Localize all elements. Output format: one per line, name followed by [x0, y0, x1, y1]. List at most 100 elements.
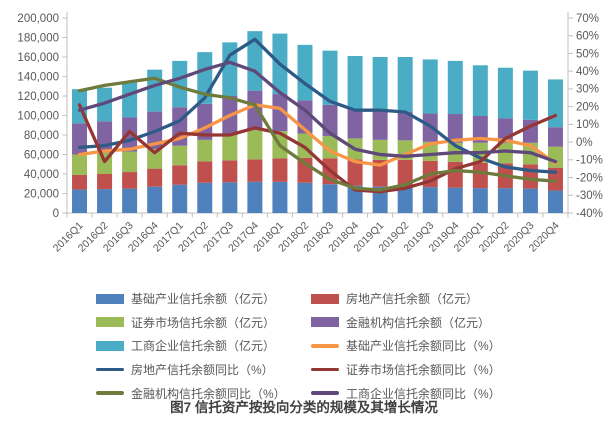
legend-label: 基础产业信托余额同比（%） [346, 339, 501, 354]
legend-item: 工商企业信托余额（亿元） [96, 334, 311, 358]
left-axis-tick-label: 160,000 [17, 52, 59, 64]
bar-segment [197, 139, 213, 162]
bar-segment [297, 182, 313, 213]
legend-bar-swatch-icon [96, 293, 124, 304]
bar-segment [397, 111, 413, 141]
bar-segment [147, 69, 163, 112]
figure-caption: 图7 信托资产按投向分类的规模及其增长情况 [170, 400, 438, 415]
bar-segment [497, 67, 513, 119]
bar-segment [222, 42, 238, 96]
bar-segment [447, 187, 463, 213]
legend-label: 证券市场信托余额同比（%） [346, 363, 501, 378]
legend-label: 金融机构信托余额（亿元） [346, 315, 491, 330]
legend-label: 工商企业信托余额（亿元） [131, 339, 276, 354]
bar-segment [547, 190, 563, 213]
bar-segment [122, 117, 138, 152]
legend-item: 基础产业信托余额（亿元） [96, 287, 311, 311]
bar-segment [397, 186, 413, 213]
legend-bar-swatch-icon [311, 293, 339, 304]
legend-label: 工商企业信托余额同比（%） [346, 386, 501, 401]
right-axis-tick-label: 70% [576, 13, 599, 25]
left-axis-tick-label: 100,000 [17, 110, 59, 122]
bar-segment [222, 135, 238, 161]
bar-segment [372, 57, 388, 111]
legend-item: 房地产信托余额（亿元） [311, 287, 556, 311]
left-axis-tick-label: 140,000 [17, 71, 59, 83]
bar-segment [297, 44, 313, 101]
bar-segment [272, 158, 288, 182]
bar-segment [222, 160, 238, 183]
legend-bar-swatch-icon [96, 317, 124, 328]
bar-segment [122, 172, 138, 189]
bar-segment [272, 181, 288, 213]
bar-segment [322, 184, 338, 213]
bar-segment [497, 188, 513, 213]
right-axis-tick-label: 20% [576, 101, 599, 113]
right-axis-tick-label: 50% [576, 48, 599, 60]
trust-assets-chart-canvas: 0 20,000 40,000 60,000 80,000 100,000 120,000 1… [17, 12, 603, 255]
bar-segment [247, 90, 263, 131]
bar-segment [172, 184, 188, 213]
bar-segment [472, 188, 488, 213]
legend-bar-swatch-icon [311, 317, 339, 328]
bar-segment [472, 65, 488, 116]
legend-item: 金融机构信托余额（亿元） [311, 311, 556, 335]
left-axis-tick-label: 120,000 [17, 91, 59, 103]
left-axis-tick-label: 0 [53, 208, 59, 220]
bar-segment [522, 188, 538, 213]
bar-segment [272, 94, 288, 132]
right-axis-tick-label: -20% [576, 172, 603, 184]
bar-segment [122, 81, 138, 118]
right-axis-tick-label: 30% [576, 84, 599, 96]
bar-segment [172, 145, 188, 166]
legend-label: 金融机构信托余额同比（%） [131, 386, 286, 401]
bar-segment [372, 139, 388, 160]
bar-segment [222, 182, 238, 213]
trend-line [77, 60, 558, 164]
bar-segment [122, 188, 138, 213]
bar-segment [372, 110, 388, 140]
legend-item: 金融机构信托余额同比（%） [96, 381, 311, 405]
legend-item: 基础产业信托余额同比（%） [311, 334, 556, 358]
bar-segment [72, 154, 88, 175]
bar-segment [397, 57, 413, 112]
left-axis-tick-label: 60,000 [24, 149, 59, 161]
bar-segment [72, 189, 88, 213]
bar-segment [447, 114, 463, 143]
legend-item: 证券市场信托余额同比（%） [311, 358, 556, 382]
bar-segment [372, 186, 388, 213]
bar-segment [97, 174, 113, 190]
bar-segment [472, 115, 488, 143]
right-axis-tick-label: 60% [576, 31, 599, 43]
left-axis-tick-label: 80,000 [24, 130, 59, 142]
legend-label: 证券市场信托余额（亿元） [131, 315, 276, 330]
trend-line [77, 103, 558, 194]
legend-label: 房地产信托余额同比（%） [131, 363, 274, 378]
bar-segment [72, 123, 88, 155]
trend-line [77, 103, 558, 167]
bar-segment [397, 159, 413, 187]
bar-segment [372, 159, 388, 187]
bar-segment [147, 149, 163, 169]
legend-item: 证券市场信托余额（亿元） [96, 311, 311, 335]
left-axis-tick-label: 200,000 [17, 13, 59, 25]
bar-segment [347, 159, 363, 186]
legend-bar-swatch-icon [96, 340, 124, 351]
bar-segment [522, 164, 538, 189]
bar-segment [347, 56, 363, 109]
bar-segment [122, 151, 138, 173]
bar-segment [522, 70, 538, 120]
bar-segment [347, 108, 363, 139]
bar-segment [72, 174, 88, 190]
bar-segment [422, 187, 438, 213]
combo-chart: 0 20,000 40,000 60,000 80,000 100,000 120,000 1… [17, 12, 603, 255]
chart-legend: 基础产业信托余额（亿元） 房地产信托余额（亿元） 证券市场信托余额（亿元） 金融机构信… [96, 287, 556, 405]
legend-line-swatch-icon [96, 367, 124, 372]
legend-label: 基础产业信托余额（亿元） [131, 292, 276, 307]
bar-segment [447, 60, 463, 115]
right-axis-tick-label: -10% [576, 155, 603, 167]
right-axis-tick-label: -30% [576, 190, 603, 202]
bar-segment [422, 59, 438, 114]
legend-item: 工商企业信托余额同比（%） [311, 381, 556, 405]
legend-item: 房地产信托余额同比（%） [96, 358, 311, 382]
